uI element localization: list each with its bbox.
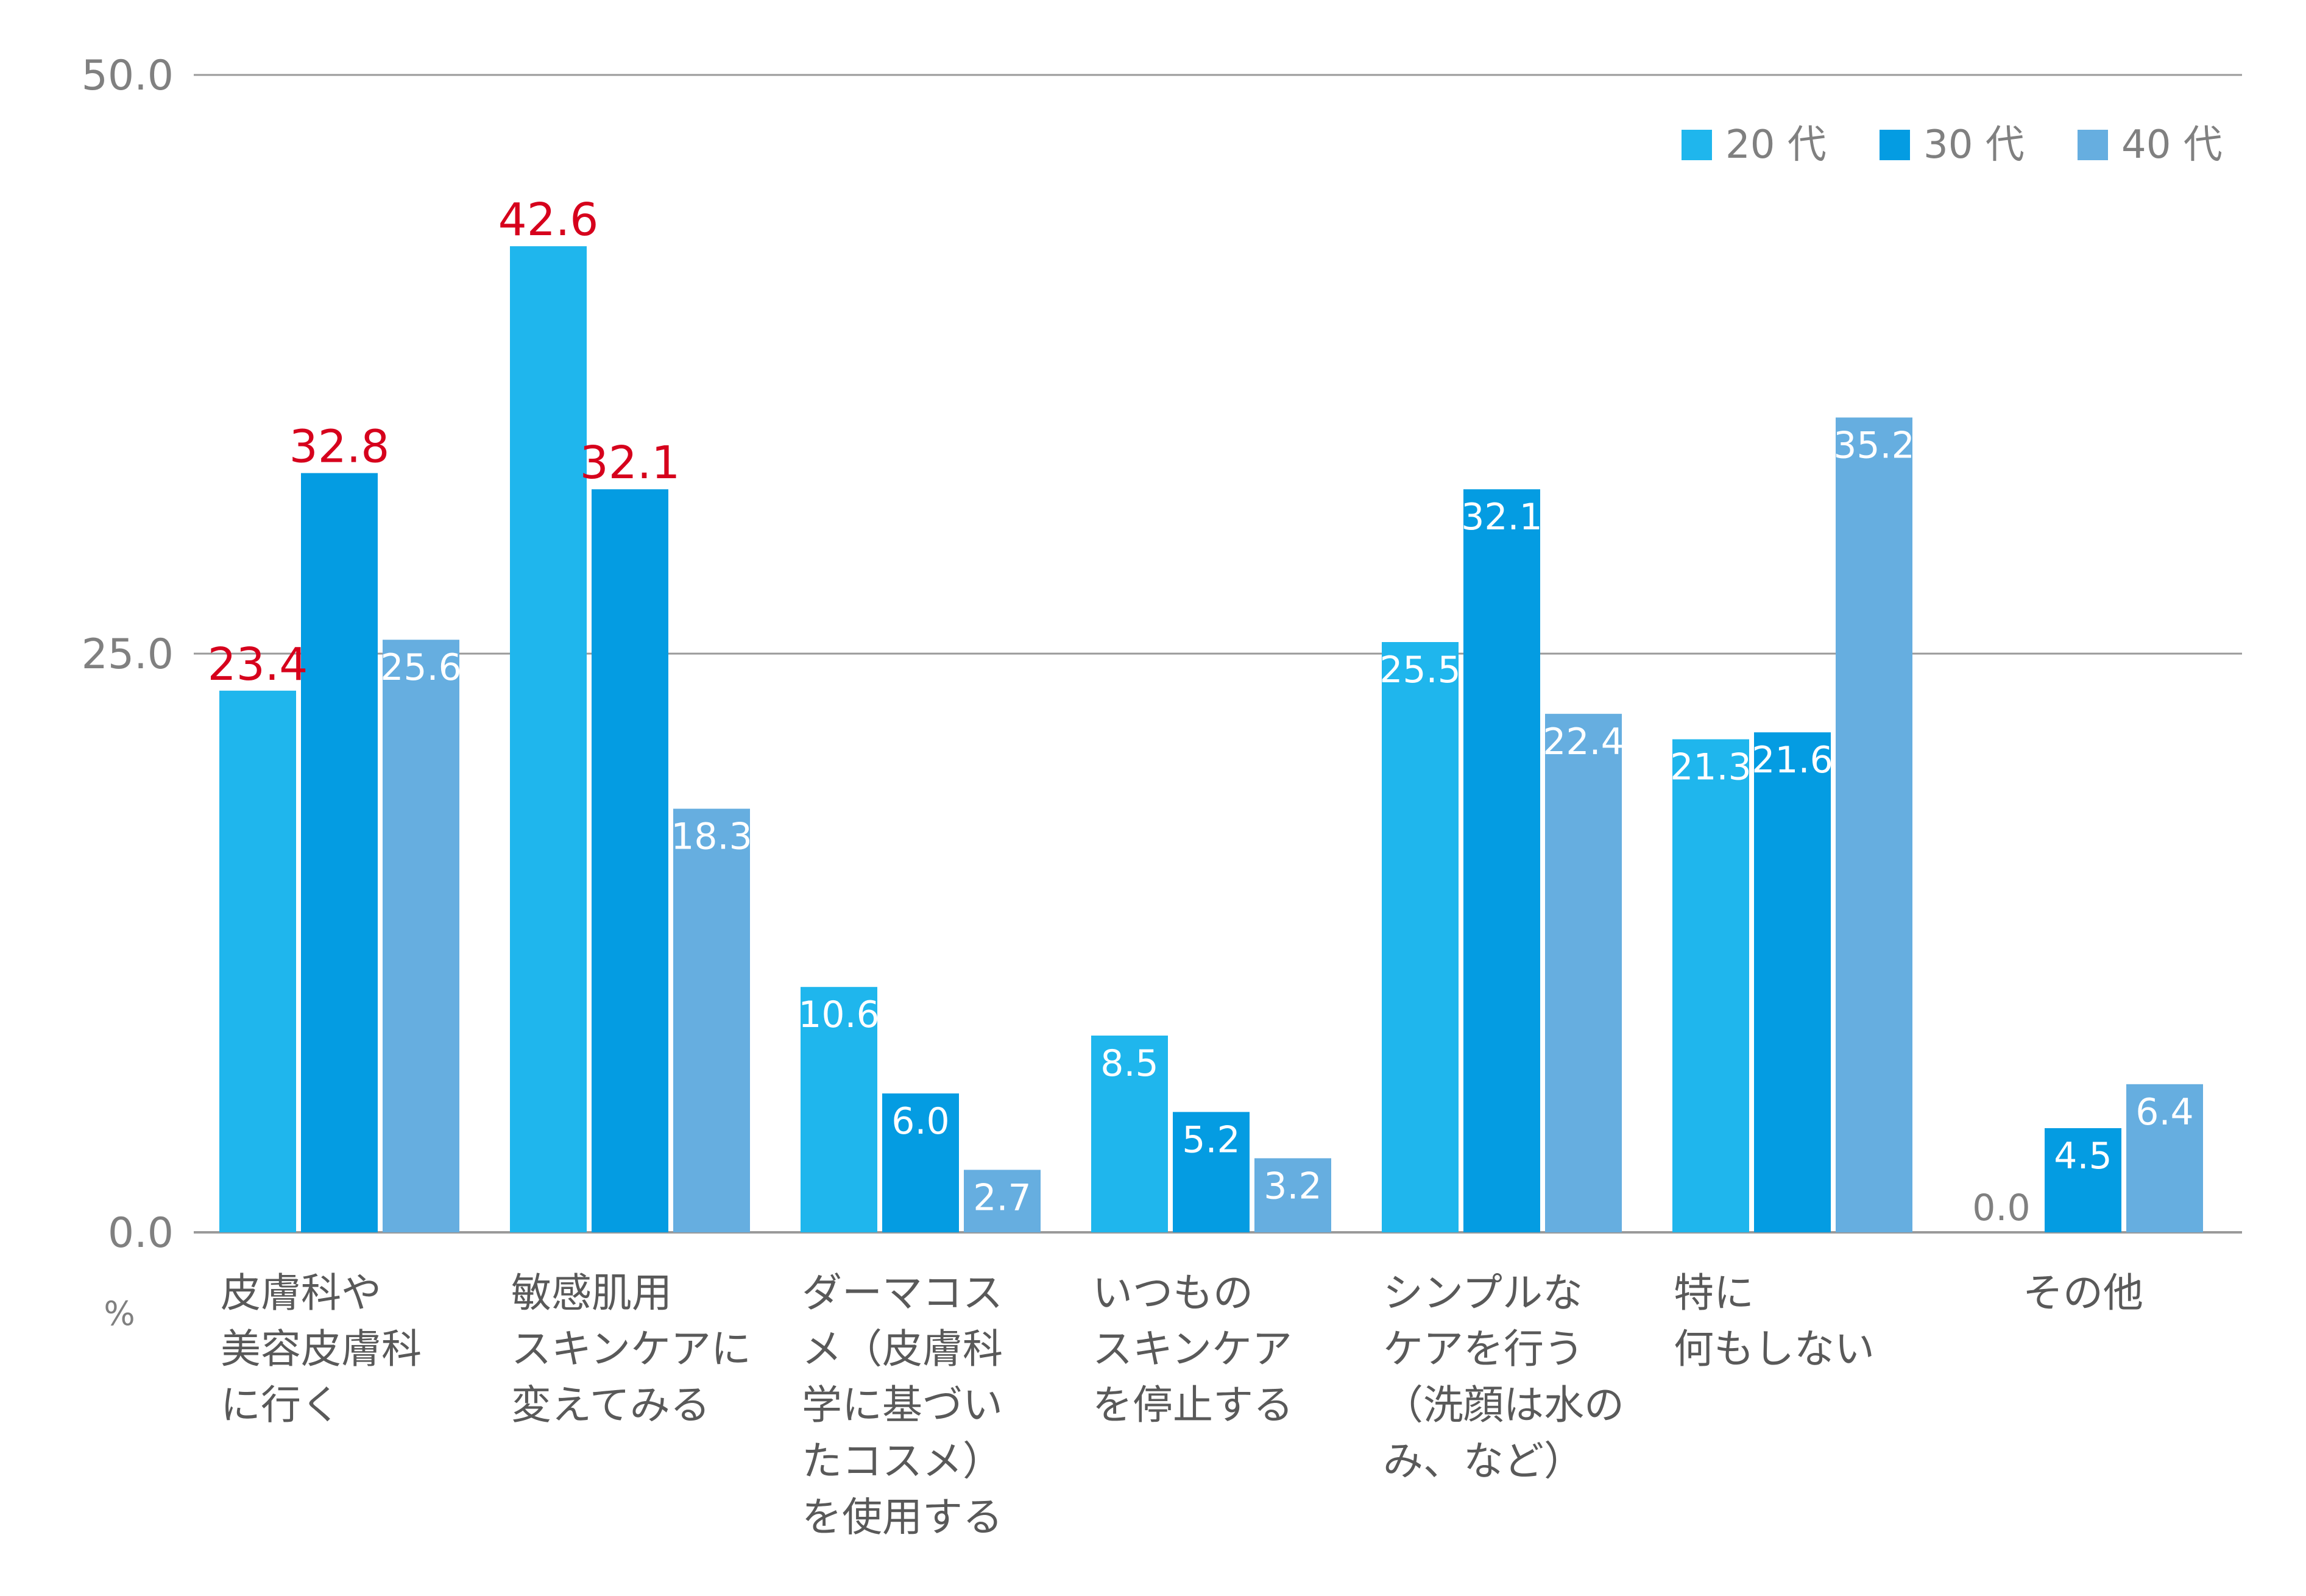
legend-swatch [1682, 130, 1712, 160]
category-label-line: シンプルな [1383, 1269, 1583, 1316]
data-label: 21.6 [1752, 739, 1833, 782]
data-label: 21.3 [1670, 746, 1752, 789]
category-label-line: み、など） [1383, 1438, 1584, 1485]
data-label: 3.2 [1264, 1165, 1321, 1207]
y-axis-unit: % [104, 1294, 135, 1333]
category-label: いつものスキンケアを停止する [1092, 1269, 1293, 1428]
data-label: 23.4 [208, 638, 308, 691]
data-label: 22.4 [1543, 721, 1624, 763]
bar [510, 246, 587, 1232]
data-label: 4.5 [2054, 1135, 2112, 1178]
data-label: 6.0 [891, 1100, 949, 1143]
legend-label: 40 代 [2121, 122, 2223, 168]
category-label-line: ダーマコス [802, 1269, 1003, 1316]
bar [1545, 714, 1622, 1232]
data-label: 5.2 [1182, 1118, 1240, 1161]
bar [301, 473, 378, 1232]
category-label: シンプルなケアを行う （洗顔は水のみ、など） [1383, 1269, 1624, 1485]
bar [383, 640, 459, 1232]
category-label-line: 特に [1674, 1269, 1754, 1316]
category-label-line: 変えてみる [511, 1382, 710, 1428]
category-label-line: を停止する [1092, 1382, 1293, 1428]
legend-label: 20 代 [1725, 122, 1827, 168]
category-label-line: スキンケア [1092, 1326, 1292, 1372]
chart: 23.4 32.8 25.6 42.6 32.1 18.3 10.6 6.0 2.7 8.5 5.2… [0, 0, 2306, 1596]
bar-chart: 23.4 32.8 25.6 42.6 32.1 18.3 10.6 6.0 2.7 8.5 5.2… [0, 0, 2306, 1596]
category-label-line: （洗顔は水の [1383, 1382, 1624, 1428]
legend-swatch [1880, 130, 1910, 160]
category-label-line: 何もしない [1674, 1326, 1875, 1372]
data-label: 25.6 [380, 646, 462, 689]
bar [592, 489, 668, 1232]
category-label-line: 敏感肌用 [511, 1269, 672, 1316]
category-label: 敏感肌用スキンケアに変えてみる [511, 1269, 751, 1428]
legend-swatch [2078, 130, 2108, 160]
category-label-line: たコスメ） [802, 1438, 1003, 1485]
legend-label: 30 代 [1923, 122, 2025, 168]
bar [219, 691, 296, 1232]
data-label: 0.0 [1972, 1187, 2030, 1229]
category-label-line: を使用する [802, 1494, 1003, 1541]
data-label: 32.8 [289, 421, 390, 473]
data-label: 8.5 [1100, 1042, 1158, 1085]
data-label: 2.7 [973, 1176, 1031, 1219]
category-label-line: その他 [2023, 1269, 2143, 1316]
category-label-line: 美容皮膚科 [221, 1326, 422, 1372]
data-label: 35.2 [1833, 424, 1915, 467]
data-label: 32.1 [580, 437, 681, 489]
data-label: 18.3 [671, 816, 752, 858]
bar [673, 809, 750, 1232]
category-label: ダーマコスメ（皮膚科学に基づいたコスメ） を使用する [802, 1269, 1003, 1541]
bar [1836, 417, 1912, 1232]
category-label-line: ケアを行う [1383, 1326, 1584, 1372]
category-label-line: メ（皮膚科 [802, 1326, 1003, 1372]
category-label: 特に何もしない [1674, 1269, 1875, 1372]
y-tick-label: 25.0 [82, 630, 174, 679]
category-label-line: 皮膚科や [221, 1269, 381, 1316]
bar [1754, 732, 1831, 1232]
category-label: 皮膚科や美容皮膚科に行く [221, 1269, 422, 1428]
category-label: その他 [2023, 1269, 2143, 1316]
category-label-line: に行く [221, 1382, 341, 1428]
y-tick-label: 50.0 [82, 52, 174, 100]
bar [1672, 740, 1749, 1232]
data-label: 32.1 [1461, 496, 1543, 538]
category-label-line: スキンケアに [511, 1326, 751, 1372]
category-label-line: いつもの [1092, 1269, 1253, 1316]
data-label: 10.6 [798, 994, 880, 1036]
data-label: 25.5 [1379, 649, 1461, 691]
bar [1463, 489, 1540, 1232]
y-tick-label: 0.0 [108, 1209, 174, 1257]
bar [1382, 642, 1459, 1232]
data-label: 42.6 [498, 194, 599, 246]
category-label-line: 学に基づい [802, 1382, 1003, 1428]
data-label: 6.4 [2135, 1091, 2193, 1134]
